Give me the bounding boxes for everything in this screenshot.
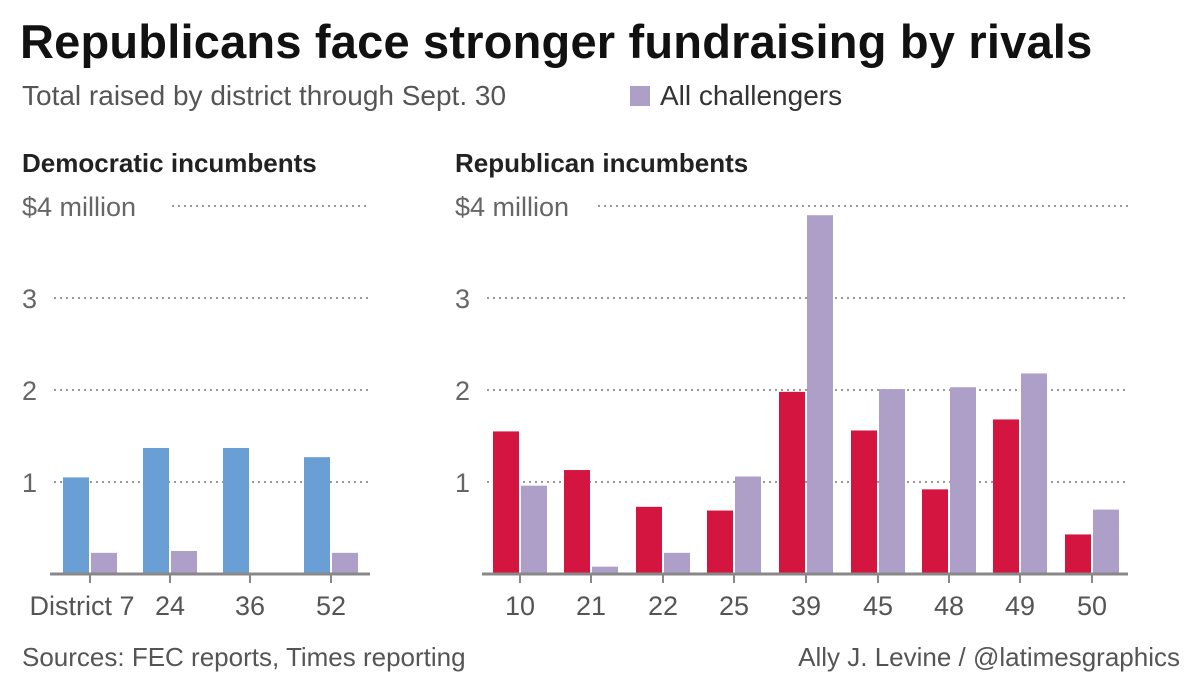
bar-challenger <box>171 551 197 574</box>
x-tick-label: 21 <box>576 591 606 621</box>
bar-challenger <box>1093 509 1119 574</box>
y-tick-label: 2 <box>455 376 470 406</box>
y-tick-label: 1 <box>22 468 37 498</box>
x-tick-label: 48 <box>934 591 964 621</box>
bar-incumbent <box>779 391 805 574</box>
bar-incumbent <box>993 419 1019 574</box>
panel-title: Republican incumbents <box>455 148 748 178</box>
bar-incumbent <box>636 506 662 574</box>
bar-challenger <box>592 566 618 574</box>
x-tick-label: 52 <box>316 591 346 621</box>
x-tick-label: 39 <box>791 591 821 621</box>
x-tick-label: 25 <box>719 591 749 621</box>
bar-incumbent <box>223 447 249 574</box>
bar-incumbent <box>493 431 519 574</box>
bar-incumbent <box>143 447 169 574</box>
bar-challenger <box>664 552 690 574</box>
republican-panel: Republican incumbents 1 2 3 $4 million 10 21 22… <box>455 148 1128 621</box>
democratic-panel: Democratic incumbents 1 2 3 $4 million Distri… <box>22 148 370 621</box>
bar-challenger <box>332 552 358 574</box>
bar-incumbent <box>63 477 89 574</box>
bar-challenger <box>879 389 905 574</box>
bar-incumbent <box>564 470 590 574</box>
y-tick-label: $4 million <box>22 192 136 222</box>
x-tick-label: 50 <box>1077 591 1107 621</box>
panel-title: Democratic incumbents <box>22 148 317 178</box>
y-tick-label: 3 <box>455 284 470 314</box>
bar-challenger <box>1021 373 1047 574</box>
bar-incumbent <box>922 489 948 574</box>
y-tick-label: $4 million <box>455 192 569 222</box>
legend-label-challengers: All challengers <box>660 80 843 111</box>
bar-challenger <box>521 485 547 574</box>
x-tick-label: 45 <box>863 591 893 621</box>
x-tick-label: 10 <box>505 591 535 621</box>
x-tick-label: 22 <box>648 591 678 621</box>
bar-challenger <box>950 387 976 574</box>
legend-swatch-challengers <box>630 86 650 106</box>
credit-note: Ally J. Levine / @latimesgraphics <box>798 642 1180 672</box>
bar-incumbent <box>851 430 877 574</box>
x-tick-label: District 7 <box>29 591 134 621</box>
y-tick-label: 3 <box>22 284 37 314</box>
x-tick-label: 36 <box>235 591 265 621</box>
bar-challenger <box>807 215 833 574</box>
bar-incumbent <box>1065 534 1091 574</box>
legend: All challengers <box>630 80 842 112</box>
chart-title: Republicans face stronger fundraising by… <box>20 15 1093 68</box>
bar-challenger <box>735 476 761 574</box>
chart-subtitle: Total raised by district through Sept. 3… <box>22 80 507 111</box>
bar-incumbent <box>304 457 330 574</box>
x-tick-label: 24 <box>155 591 185 621</box>
bar-challenger <box>91 552 117 574</box>
x-tick-label: 49 <box>1005 591 1035 621</box>
y-tick-label: 2 <box>22 376 37 406</box>
y-tick-label: 1 <box>455 468 470 498</box>
sources-note: Sources: FEC reports, Times reporting <box>22 642 466 672</box>
bar-incumbent <box>707 510 733 574</box>
